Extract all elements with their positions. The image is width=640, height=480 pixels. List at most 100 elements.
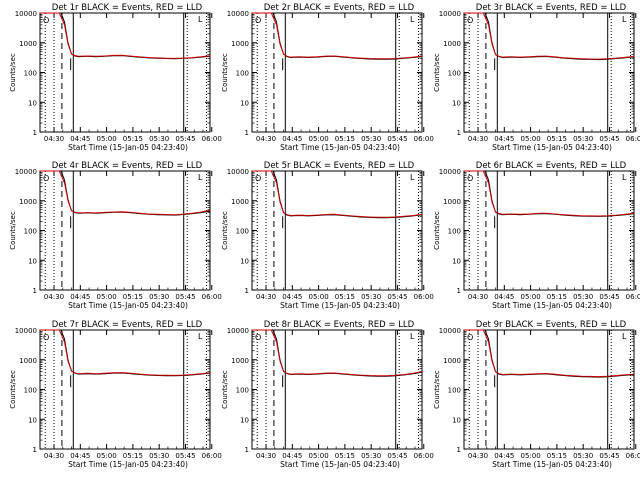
corner-marker: L (198, 15, 203, 24)
x-axis-label: Start Time (15-Jan-05 04:23:40) (492, 460, 612, 469)
x-tick-label: 04:45 (494, 452, 514, 460)
x-tick-label: 05:00 (309, 452, 329, 460)
y-tick-label: 10 (452, 257, 461, 265)
x-tick-label: 05:45 (175, 135, 195, 143)
x-tick-label: 05:15 (123, 452, 143, 460)
x-tick-label: 04:45 (70, 452, 90, 460)
x-tick-label: 05:15 (335, 293, 355, 301)
y-tick-label: 100 (24, 387, 37, 395)
plot-title: Det 2r BLACK = Events, RED = LLD (264, 3, 415, 13)
detector-plot-8: Det 8r BLACK = Events, RED = LLD 1 10 100 10… (221, 320, 434, 469)
y-tick-label: 1 (457, 287, 461, 295)
plot-title: Det 5r BLACK = Events, RED = LLD (264, 161, 415, 171)
y-tick-label: 1000 (231, 198, 249, 206)
x-tick-label: 05:45 (175, 293, 195, 301)
y-tick-label: 10 (28, 257, 37, 265)
x-tick-label: 06:00 (626, 452, 640, 460)
y-tick-label: 1000 (19, 357, 37, 365)
plot-title: Det 7r BLACK = Events, RED = LLD (52, 320, 203, 330)
x-axis-label: Start Time (15-Jan-05 04:23:40) (492, 301, 612, 310)
x-tick-label: 05:30 (361, 135, 381, 143)
corner-label: O (43, 174, 49, 183)
series-events (252, 12, 423, 60)
y-axis-label: Counts/sec (9, 53, 17, 92)
series-lld (252, 329, 423, 377)
x-tick-label: 04:30 (256, 293, 276, 301)
y-tick-label: 100 (24, 70, 37, 78)
x-tick-label: 06:00 (202, 452, 222, 460)
x-tick-label: 05:45 (599, 135, 619, 143)
corner-label: O (255, 16, 261, 25)
x-tick-label: 05:00 (521, 293, 541, 301)
x-axis-label: Start Time (15-Jan-05 04:23:40) (280, 460, 400, 469)
y-tick-label: 10000 (227, 168, 249, 176)
y-axis-label: Counts/sec (433, 53, 441, 92)
x-tick-label: 04:45 (282, 452, 302, 460)
y-tick-label: 100 (448, 228, 461, 236)
corner-marker: L (410, 15, 415, 24)
x-tick-label: 05:30 (361, 452, 381, 460)
y-axis-label: Counts/sec (9, 370, 17, 409)
x-tick-label: 05:15 (123, 293, 143, 301)
y-tick-label: 100 (236, 228, 249, 236)
y-tick-label: 10000 (439, 10, 461, 18)
y-tick-label: 10000 (15, 10, 37, 18)
y-tick-label: 1 (245, 287, 249, 295)
y-tick-label: 10 (240, 416, 249, 424)
x-axis-label: Start Time (15-Jan-05 04:23:40) (68, 460, 188, 469)
series-lld (464, 170, 635, 217)
x-tick-label: 04:30 (468, 452, 488, 460)
x-tick-label: 04:45 (282, 135, 302, 143)
x-tick-label: 04:45 (494, 293, 514, 301)
x-tick-label: 05:45 (387, 135, 407, 143)
corner-marker: L (622, 173, 627, 182)
y-tick-label: 10 (452, 99, 461, 107)
x-axis-label: Start Time (15-Jan-05 04:23:40) (280, 301, 400, 310)
series-lld (252, 170, 423, 218)
x-tick-label: 05:30 (573, 135, 593, 143)
corner-marker: L (622, 332, 627, 341)
x-tick-label: 05:30 (149, 452, 169, 460)
corner-label: O (43, 333, 49, 342)
x-tick-label: 04:30 (256, 452, 276, 460)
y-tick-label: 10 (240, 257, 249, 265)
series-events (464, 12, 635, 61)
corner-label: O (43, 16, 49, 25)
corner-marker: L (622, 15, 627, 24)
detector-plot-1: Det 1r BLACK = Events, RED = LLD 1 10 100 10… (9, 3, 222, 152)
x-axis-label: Start Time (15-Jan-05 04:23:40) (68, 143, 188, 152)
series-lld (40, 12, 211, 59)
y-tick-label: 10000 (439, 168, 461, 176)
x-tick-label: 05:30 (573, 452, 593, 460)
x-tick-label: 06:00 (626, 293, 640, 301)
corner-label: O (467, 174, 473, 183)
x-tick-label: 05:00 (521, 135, 541, 143)
y-axis-label: Counts/sec (221, 53, 229, 92)
corner-marker: L (198, 173, 203, 182)
corner-marker: L (410, 173, 415, 182)
y-axis-label: Counts/sec (433, 370, 441, 409)
plot-title: Det 8r BLACK = Events, RED = LLD (264, 320, 415, 330)
y-axis-label: Counts/sec (433, 211, 441, 250)
plot-title: Det 1r BLACK = Events, RED = LLD (52, 3, 203, 13)
y-tick-label: 100 (236, 387, 249, 395)
x-tick-label: 05:15 (547, 135, 567, 143)
x-tick-label: 04:30 (44, 135, 64, 143)
plot-title: Det 6r BLACK = Events, RED = LLD (476, 161, 627, 171)
y-tick-label: 1000 (231, 40, 249, 48)
y-tick-label: 100 (448, 387, 461, 395)
y-tick-label: 10 (452, 416, 461, 424)
x-tick-label: 06:00 (414, 293, 434, 301)
y-tick-label: 1 (33, 129, 37, 137)
x-tick-label: 05:00 (521, 452, 541, 460)
y-axis-label: Counts/sec (221, 370, 229, 409)
y-tick-label: 1 (245, 129, 249, 137)
x-tick-label: 05:15 (547, 293, 567, 301)
x-tick-label: 05:30 (149, 293, 169, 301)
y-tick-label: 10000 (15, 168, 37, 176)
y-tick-label: 1000 (19, 40, 37, 48)
series-events (40, 329, 211, 377)
plot-title: Det 4r BLACK = Events, RED = LLD (52, 161, 203, 171)
series-events (40, 12, 211, 60)
